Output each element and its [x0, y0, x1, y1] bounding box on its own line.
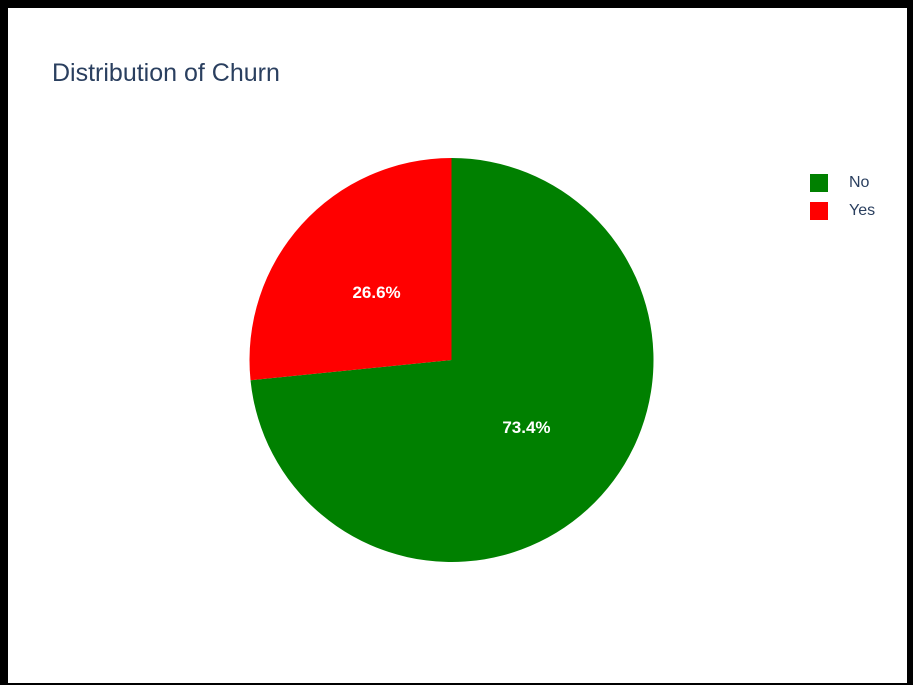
pie-slice-no[interactable] — [250, 158, 654, 562]
legend-swatch — [810, 174, 828, 192]
chart-frame: Distribution of Churn 73.4% 26.6% No Yes — [8, 8, 907, 683]
legend: No Yes — [810, 169, 875, 225]
legend-swatch — [810, 202, 828, 220]
pie-labels: 73.4% 26.6% — [352, 283, 550, 437]
legend-label: No — [849, 174, 870, 191]
pie-slice-yes[interactable] — [249, 158, 452, 381]
pie-slices — [249, 158, 654, 562]
pie-chart: 73.4% 26.6% — [249, 158, 654, 562]
chart-title: Distribution of Churn — [52, 59, 280, 87]
legend-item-no[interactable]: No — [810, 169, 875, 197]
pie-label-no: 73.4% — [502, 418, 550, 437]
legend-item-yes[interactable]: Yes — [810, 197, 875, 225]
pie-label-yes: 26.6% — [352, 283, 400, 302]
legend-label: Yes — [849, 202, 876, 219]
